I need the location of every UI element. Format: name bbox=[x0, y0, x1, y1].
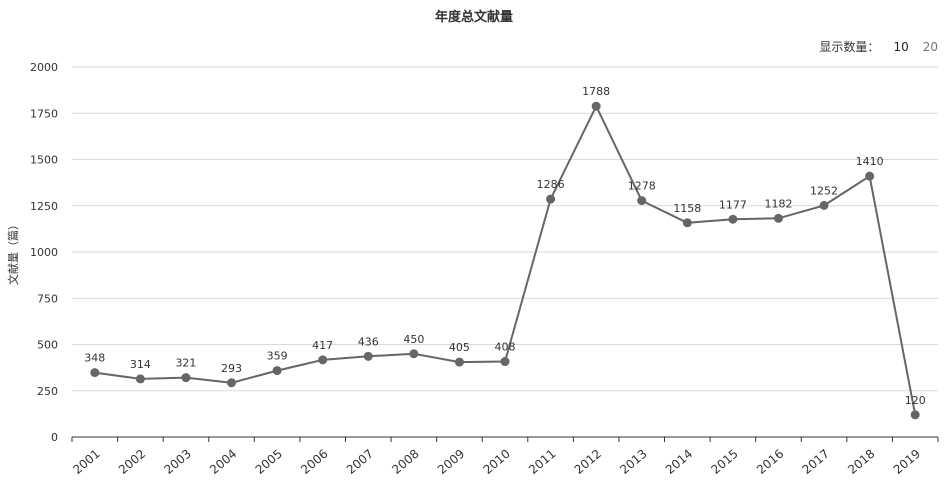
data-point bbox=[728, 214, 738, 224]
data-point bbox=[910, 410, 920, 420]
x-tick-label: 2005 bbox=[253, 447, 285, 477]
x-tick-label: 2003 bbox=[161, 447, 193, 477]
data-point bbox=[500, 357, 510, 367]
data-label: 405 bbox=[449, 341, 470, 354]
y-tick-label: 1500 bbox=[30, 154, 58, 167]
data-point bbox=[90, 368, 100, 378]
data-point bbox=[181, 373, 191, 383]
data-label: 1252 bbox=[810, 184, 838, 197]
y-axis-label: 文献量（篇） bbox=[6, 219, 20, 285]
data-label: 417 bbox=[312, 339, 333, 352]
data-label: 120 bbox=[905, 394, 926, 407]
x-tick-label: 2012 bbox=[572, 447, 604, 477]
x-tick-label: 2002 bbox=[116, 447, 148, 477]
data-label: 321 bbox=[175, 357, 196, 370]
data-label: 1182 bbox=[764, 197, 792, 210]
x-tick-label: 2008 bbox=[389, 447, 421, 477]
y-tick-label: 2000 bbox=[30, 61, 58, 74]
x-tick-label: 2016 bbox=[754, 447, 786, 477]
y-tick-label: 1000 bbox=[30, 246, 58, 259]
data-point bbox=[546, 194, 556, 204]
data-point bbox=[865, 171, 875, 181]
data-label: 1788 bbox=[582, 85, 610, 98]
data-label: 359 bbox=[267, 350, 288, 363]
y-tick-label: 750 bbox=[37, 292, 58, 305]
display-count-label: 显示数量： bbox=[819, 40, 880, 54]
data-label: 1158 bbox=[673, 202, 701, 215]
x-tick-label: 2019 bbox=[891, 447, 923, 477]
y-tick-label: 0 bbox=[51, 431, 58, 444]
y-tick-labels: 0 250 500 750 1000 1250 1500 1750 2000 bbox=[30, 61, 58, 444]
data-point bbox=[637, 196, 647, 206]
x-tick-label: 2010 bbox=[481, 447, 513, 477]
y-tick-label: 1750 bbox=[30, 107, 58, 120]
x-tick-label: 2006 bbox=[298, 447, 330, 477]
x-tick-labels: 2001 2002 2003 2004 2005 2006 2007 2008 2009 2010… bbox=[70, 447, 923, 477]
data-label: 436 bbox=[358, 335, 379, 348]
data-point bbox=[819, 200, 829, 210]
data-point bbox=[773, 213, 783, 223]
data-labels: 348 314 321 293 359 417 436 450 405 408 1286 1788 12… bbox=[84, 85, 925, 407]
y-tick-label: 250 bbox=[37, 385, 58, 398]
series-layer bbox=[90, 101, 920, 420]
data-point bbox=[363, 351, 373, 361]
data-point bbox=[227, 378, 237, 388]
data-label: 1410 bbox=[856, 155, 884, 168]
x-tick-label: 2001 bbox=[70, 447, 102, 477]
data-label: 1278 bbox=[628, 180, 656, 193]
grid-lines bbox=[72, 66, 938, 392]
data-label: 348 bbox=[84, 352, 105, 365]
data-point bbox=[591, 101, 601, 111]
display-count-control: 显示数量： 10 20 bbox=[819, 38, 938, 55]
count-option-20[interactable]: 20 bbox=[922, 39, 938, 54]
data-label: 450 bbox=[403, 333, 424, 346]
x-tick-label: 2004 bbox=[207, 447, 239, 477]
data-label: 1177 bbox=[719, 198, 747, 211]
data-label: 314 bbox=[130, 358, 151, 371]
x-tick-label: 2017 bbox=[800, 447, 832, 477]
y-tick-label: 500 bbox=[37, 339, 58, 352]
x-tick-label: 2015 bbox=[708, 447, 740, 477]
data-label: 408 bbox=[495, 341, 516, 354]
data-point bbox=[272, 366, 282, 376]
chart-title: 年度总文献量 bbox=[434, 10, 513, 25]
data-point bbox=[409, 349, 419, 359]
series-line bbox=[94, 103, 917, 415]
x-tick-label: 2013 bbox=[617, 447, 649, 477]
data-label: 1286 bbox=[537, 178, 565, 191]
axes bbox=[71, 436, 939, 442]
data-point bbox=[318, 355, 328, 365]
data-point bbox=[135, 374, 145, 384]
x-tick-label: 2014 bbox=[663, 447, 695, 477]
x-tick-label: 2018 bbox=[845, 447, 877, 477]
data-point bbox=[454, 357, 464, 367]
x-tick-label: 2011 bbox=[526, 447, 558, 477]
data-point bbox=[682, 218, 692, 228]
count-option-10[interactable]: 10 bbox=[893, 39, 909, 54]
data-label: 293 bbox=[221, 362, 242, 375]
x-tick-label: 2009 bbox=[435, 447, 467, 477]
y-tick-label: 1250 bbox=[30, 200, 58, 213]
x-tick-label: 2007 bbox=[344, 447, 376, 477]
